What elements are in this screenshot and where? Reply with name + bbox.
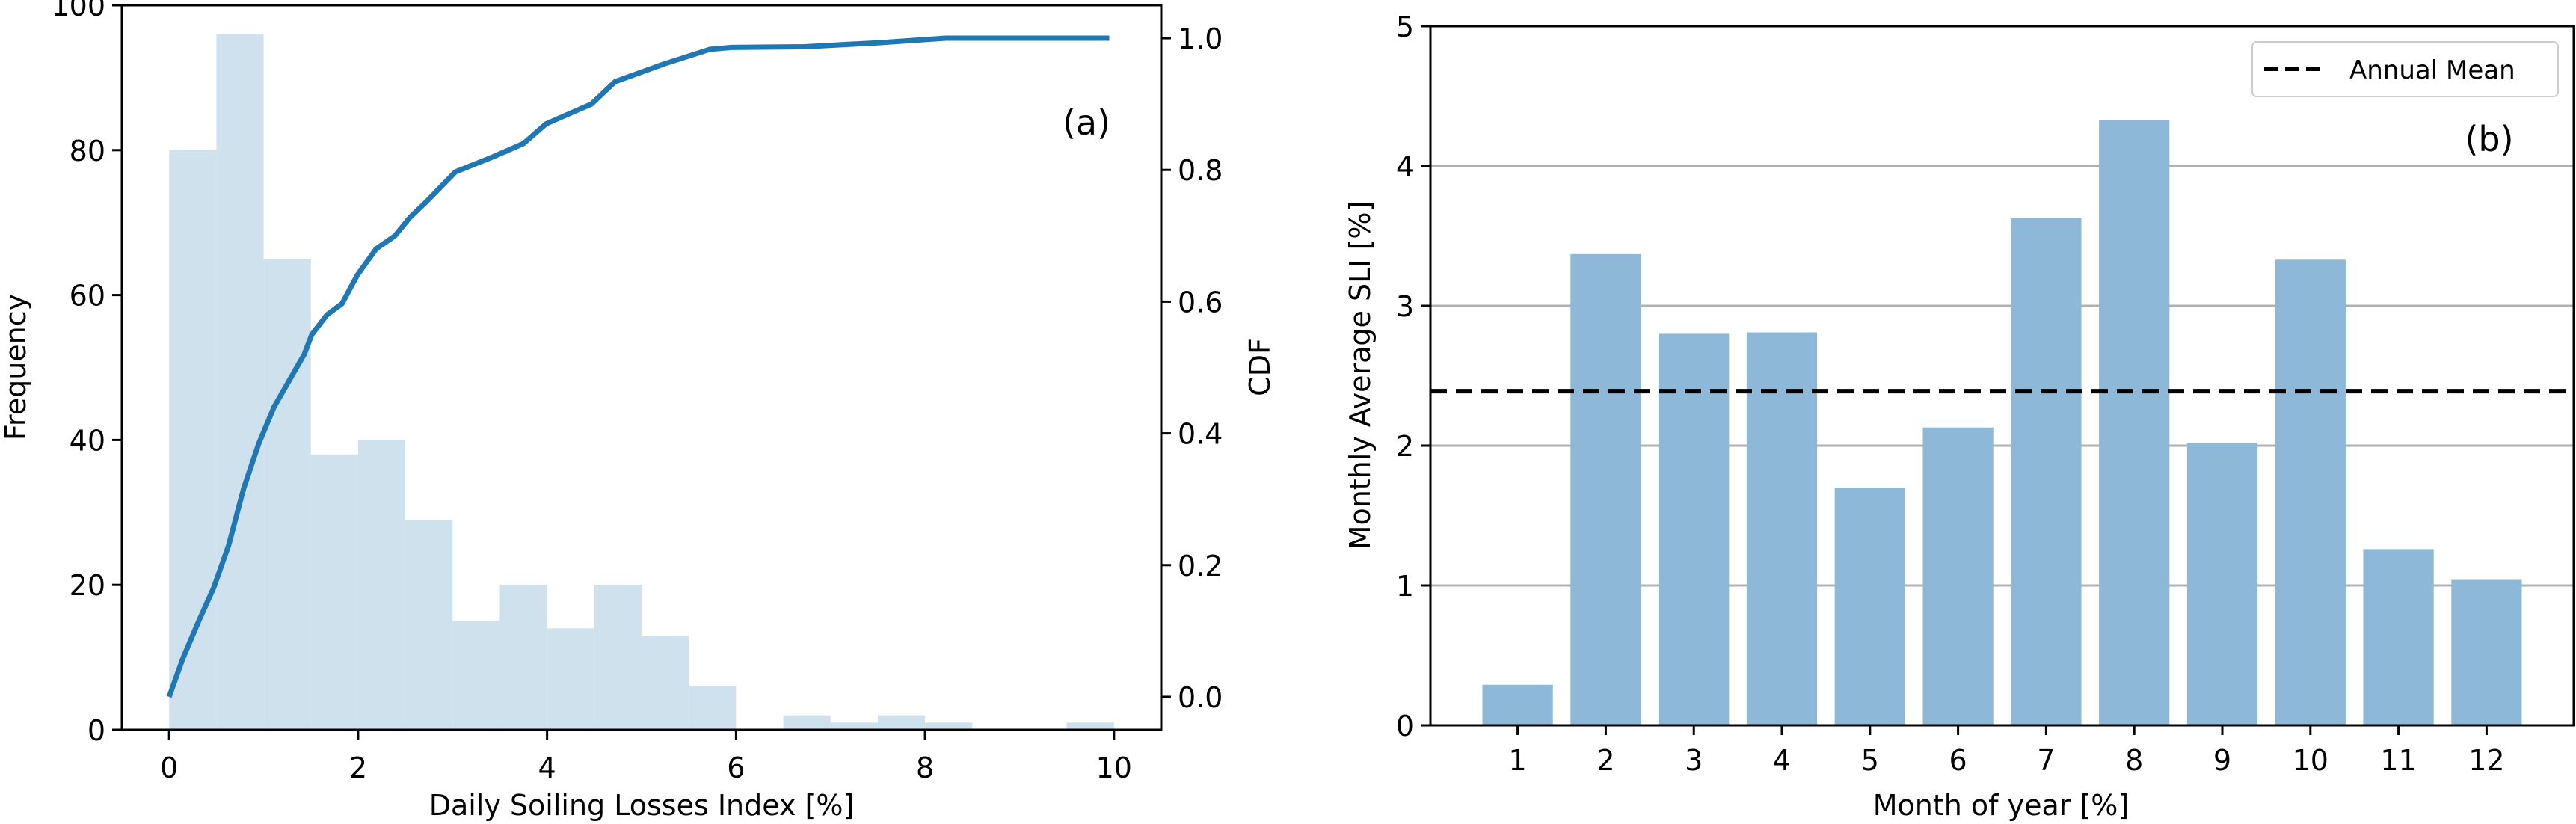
y-tick-label: 40 — [70, 424, 105, 457]
x-tick-label: 8 — [2125, 744, 2143, 777]
histogram-bar — [263, 259, 311, 730]
x-tick-label: 1 — [1509, 744, 1527, 777]
month-bar — [1922, 427, 1994, 725]
x-tick-label: 7 — [2037, 744, 2055, 777]
y2-tick-label: 0.2 — [1178, 550, 1223, 582]
legend: Annual Mean — [2251, 41, 2559, 97]
x-tick-label: 8 — [916, 751, 934, 784]
x-tick-label: 4 — [538, 751, 556, 784]
y-tick-label: 3 — [1396, 290, 1414, 323]
x-tick-label: 3 — [1685, 744, 1703, 777]
month-bar — [1482, 684, 1553, 725]
x-tick-label: 12 — [2468, 744, 2504, 777]
histogram-bar — [547, 628, 594, 730]
x-tick-label: 10 — [1096, 751, 1132, 784]
month-bar — [1659, 333, 1730, 725]
month-bar — [2275, 259, 2346, 725]
cdf-line — [166, 35, 1110, 698]
x-tick-label: 2 — [1596, 744, 1614, 777]
month-bar — [1570, 253, 1641, 725]
y-tick-label: 5 — [1396, 10, 1414, 43]
y-tick-label: 20 — [70, 569, 105, 602]
x-axis-label-b: Month of year [%] — [1873, 789, 2130, 822]
x-tick-label: 6 — [727, 751, 745, 784]
x-axis-ticks-b: 1 2 3 4 5 6 7 8 9 10 11 12 — [1509, 725, 2505, 777]
y-axis-label-a: Frequency — [0, 294, 32, 440]
histogram-bar — [452, 621, 500, 730]
histogram-bar — [783, 715, 831, 730]
y-axis-ticks-a: 0 20 40 60 80 100 — [51, 0, 122, 747]
month-bar — [2186, 443, 2258, 725]
month-bar — [1834, 488, 1905, 725]
monthly-bars — [1482, 120, 2522, 726]
y-tick-label: 4 — [1396, 150, 1414, 183]
month-bar — [2099, 120, 2170, 726]
y2-axis-label-a: CDF — [1244, 338, 1276, 396]
x-tick-label: 6 — [1949, 744, 1967, 777]
y-tick-label: 100 — [51, 0, 105, 22]
x-axis-label-a: Daily Soiling Losses Index [%] — [429, 789, 855, 822]
histogram-bars — [169, 34, 1114, 731]
x-tick-label: 9 — [2213, 744, 2231, 777]
x-tick-label: 2 — [349, 751, 367, 784]
histogram-bar — [405, 519, 453, 730]
plot-frame-a — [120, 4, 1163, 731]
x-tick-label: 11 — [2380, 744, 2416, 777]
histogram-bar — [310, 454, 358, 730]
y-tick-label: 1 — [1396, 570, 1414, 603]
y2-tick-label: 0.0 — [1178, 681, 1223, 714]
y2-tick-label: 1.0 — [1178, 22, 1223, 55]
legend-label-annual-mean: Annual Mean — [2349, 55, 2515, 85]
histogram-bar — [169, 150, 217, 731]
month-bar — [1746, 332, 1818, 725]
legend-box — [2251, 41, 2559, 97]
histogram-bar — [1066, 722, 1114, 730]
histogram-bar — [830, 722, 878, 730]
histogram-bar — [642, 636, 689, 730]
y2-axis-ticks-a: 0.0 0.2 0.4 0.6 0.8 1.0 — [1161, 22, 1223, 714]
y-tick-label: 2 — [1396, 430, 1414, 463]
panel-label-b: (b) — [2465, 119, 2513, 159]
x-tick-label: 0 — [160, 751, 178, 784]
y-axis-label-b: Monthly Average SLI [%] — [1344, 201, 1377, 550]
histogram-bar — [877, 715, 926, 730]
month-bar — [2363, 549, 2434, 725]
panel-label-a: (a) — [1063, 102, 1110, 143]
y2-tick-label: 0.4 — [1178, 418, 1223, 451]
month-bar — [2011, 218, 2082, 725]
y-axis-ticks-b: 0 1 2 3 4 5 — [1396, 10, 1430, 742]
x-axis-ticks-a: 0 2 4 6 8 10 — [160, 730, 1132, 784]
histogram-bar — [925, 722, 973, 730]
y-tick-label: 0 — [87, 714, 105, 747]
month-bar — [2451, 579, 2522, 725]
y-tick-label: 80 — [70, 135, 105, 167]
plot-frame-b — [1429, 25, 2575, 727]
x-tick-label: 4 — [1773, 744, 1791, 777]
y2-tick-label: 0.6 — [1178, 286, 1223, 319]
histogram-bar — [357, 440, 406, 730]
histogram-bar — [689, 686, 737, 730]
histogram-bar — [216, 34, 264, 730]
histogram-bar — [594, 585, 642, 730]
y2-tick-label: 0.8 — [1178, 154, 1223, 187]
x-tick-label: 10 — [2293, 744, 2328, 777]
y-tick-label: 0 — [1396, 710, 1414, 742]
y-tick-label: 60 — [70, 280, 105, 313]
x-tick-label: 5 — [1861, 744, 1879, 777]
histogram-bar — [499, 585, 547, 730]
